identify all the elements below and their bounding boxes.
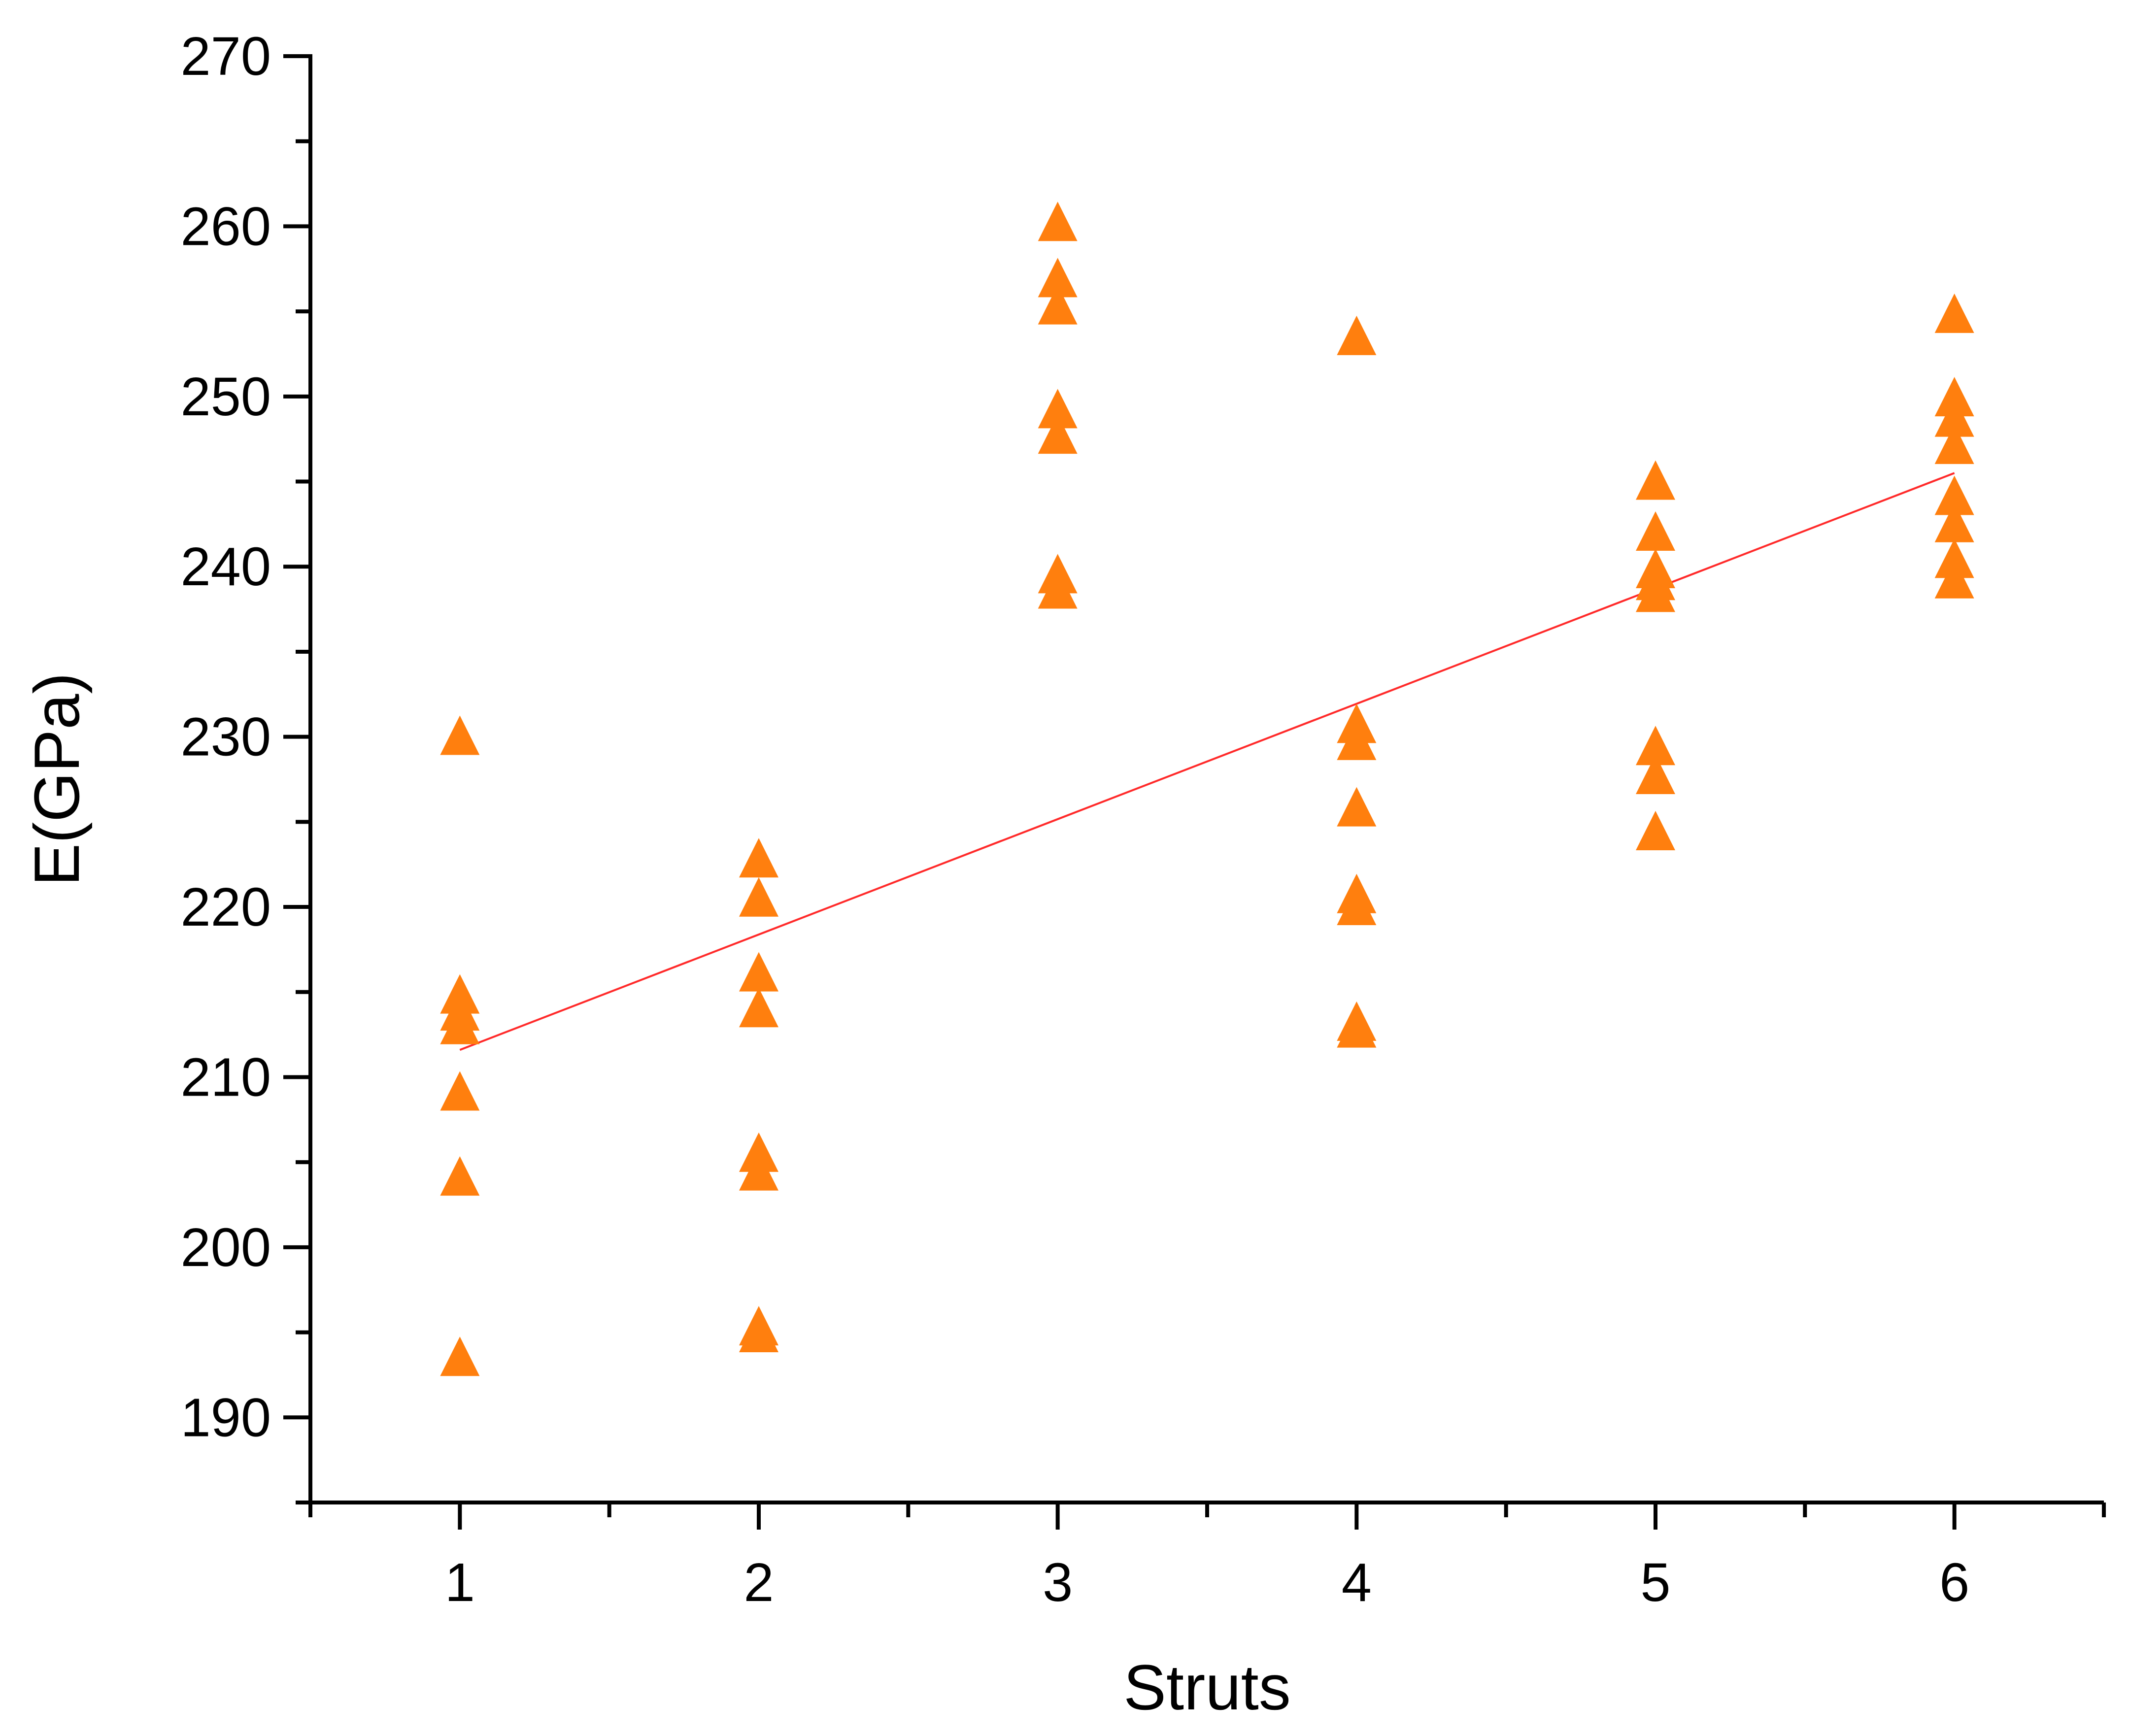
y-tick-label-220: 220 [180,877,271,937]
data-point [1636,460,1675,500]
data-point [1934,502,1974,542]
x-tick-label-5: 5 [1640,1552,1670,1613]
y-tick-label-270: 270 [180,26,271,87]
data-point [1934,424,1974,464]
data-point [1934,377,1974,417]
data-point [1337,720,1377,760]
x-tick-label-6: 6 [1939,1552,1969,1613]
data-point [440,1156,480,1196]
data-point [1636,755,1675,794]
data-point [739,1312,778,1352]
x-tick-label-1: 1 [445,1552,475,1613]
linear-fit-line [459,472,1955,1051]
data-point [1038,201,1078,241]
ticks-layer: 190 200 210 220 230 240 250 260 270 1 2 3 4 5 6 [180,26,2106,1613]
points-layer [440,201,1974,1376]
data-point [1038,285,1078,325]
data-point [1934,397,1974,437]
y-tick-label-190: 190 [180,1387,271,1448]
data-point [1038,414,1078,454]
data-point [1038,258,1078,298]
data-point [1636,511,1675,551]
data-point [739,988,778,1028]
data-point [1636,572,1675,612]
y-tick-label-200: 200 [180,1217,271,1278]
data-point [440,1071,480,1111]
axes-layer [308,54,2104,1504]
data-point [440,1336,480,1376]
y-tick-label-260: 260 [180,196,271,257]
data-point [440,1004,480,1044]
data-point [1337,885,1377,925]
data-point [1337,315,1377,355]
data-point [739,877,778,917]
data-point [1038,569,1078,609]
data-point [1934,293,1974,333]
data-point [1337,787,1377,827]
data-point [739,952,778,992]
data-point [1934,538,1974,578]
fit-layer [459,472,1955,1051]
y-axis-title: E(GPa) [21,672,93,886]
data-point [739,1151,778,1191]
data-point [1636,726,1675,766]
data-point [1038,389,1078,429]
data-point [739,838,778,878]
x-axis-title: Struts [1123,1651,1291,1723]
y-tick-label-240: 240 [180,536,271,597]
data-point [440,715,480,755]
data-point [1636,810,1675,850]
x-tick-label-2: 2 [743,1552,774,1613]
data-point [1934,475,1974,515]
data-point [1934,559,1974,599]
x-tick-label-3: 3 [1043,1552,1073,1613]
y-tick-label-230: 230 [180,707,271,768]
x-tick-label-4: 4 [1342,1552,1372,1613]
y-tick-label-210: 210 [180,1047,271,1107]
y-tick-label-250: 250 [180,367,271,427]
data-point [1337,1008,1377,1048]
